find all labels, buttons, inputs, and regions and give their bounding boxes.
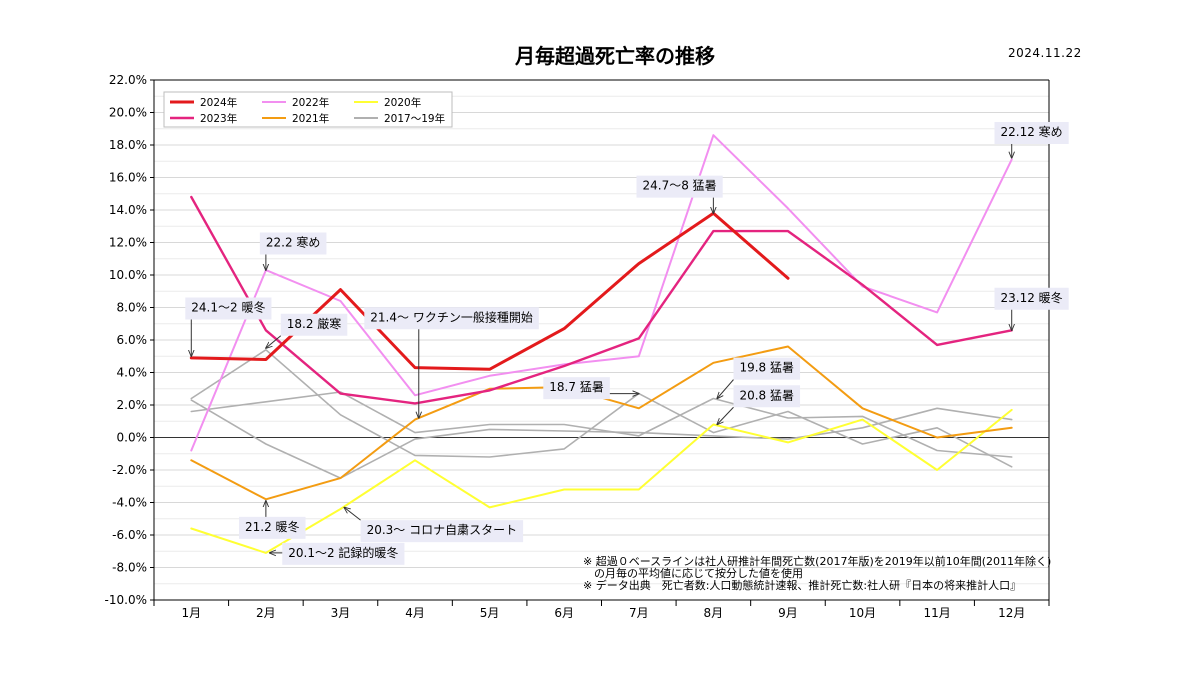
annotation-box: [259, 232, 327, 255]
x-tick-label: 1月: [181, 606, 201, 620]
annotation-arrow: [344, 507, 361, 521]
annotation-box: [364, 307, 539, 330]
y-tick-label: -4.0%: [112, 496, 147, 510]
legend-label: 2023年: [200, 112, 237, 125]
y-tick-label: 20.0%: [109, 106, 147, 120]
annotation-label: 24.7〜8 猛暑: [643, 179, 717, 193]
y-tick-label: 12.0%: [109, 236, 147, 250]
x-tick-label: 11月: [923, 606, 950, 620]
annotation-arrow: [717, 379, 734, 399]
y-tick-label: 14.0%: [109, 203, 147, 217]
legend-label: 2017〜19年: [384, 112, 445, 125]
x-tick-label: 10月: [849, 606, 876, 620]
x-tick-label: 5月: [480, 606, 500, 620]
annotation-box: [185, 297, 272, 320]
annotation-label: 20.3〜 コロナ自粛スタート: [367, 523, 518, 537]
series-line-extra-7: [190, 348, 1013, 468]
x-tick-label: 7月: [629, 606, 649, 620]
x-tick-label: 4月: [405, 606, 425, 620]
x-tick-label: 3月: [331, 606, 351, 620]
y-tick-label: 8.0%: [117, 301, 148, 315]
annotation-label: 23.12 暖冬: [1001, 290, 1063, 305]
annotation-label: 24.1〜2 暖冬: [191, 300, 265, 315]
annotation-label: 20.8 猛暑: [739, 388, 794, 402]
series-line-2023年: [190, 195, 1013, 405]
footnote-line: ※ 超過０ベースラインは社人研推計年間死亡数(2017年版)を2019年以前10…: [583, 554, 1051, 568]
series-line-2021年: [190, 345, 1013, 501]
x-tick-label: 2月: [256, 606, 276, 620]
series-line-2017〜19年: [190, 399, 1013, 479]
footnote-line: ※ データ出典 死亡者数:人口動態統計速報、推計死亡数:社人研『日本の将来推計人…: [583, 578, 1021, 592]
legend-box: [163, 91, 453, 128]
y-tick-label: 6.0%: [117, 333, 148, 347]
x-tick-label: 6月: [554, 606, 574, 620]
y-tick-label: 16.0%: [109, 171, 147, 185]
y-tick-label: 0.0%: [117, 431, 148, 445]
y-tick-label: 10.0%: [109, 268, 147, 282]
y-tick-label: -2.0%: [112, 463, 147, 477]
annotation-label: 18.7 猛暑: [549, 380, 604, 394]
y-tick-label: -8.0%: [112, 561, 147, 575]
annotation-label: 21.4〜 ワクチン一般接種開始: [370, 309, 533, 324]
legend-label: 2024年: [200, 96, 237, 109]
y-tick-label: 18.0%: [109, 138, 147, 152]
annotation-box: [636, 175, 723, 198]
x-tick-label: 8月: [704, 606, 724, 620]
annotation-box: [733, 385, 801, 408]
annotation-label: 19.8 猛暑: [739, 361, 794, 375]
legend-label: 2022年: [292, 96, 329, 109]
x-tick-label: 9月: [778, 606, 798, 620]
series-line-2022年: [190, 134, 1013, 452]
footnote-line: の月毎の平均値に応じて按分した値を使用: [583, 566, 803, 580]
annotation-box: [360, 520, 524, 543]
y-tick-label: 22.0%: [109, 73, 147, 87]
annotation-arrow: [266, 335, 282, 348]
series-line-2020年: [190, 408, 1013, 554]
annotation-box: [733, 357, 801, 380]
annotation-label: 20.1〜2 記録的暖冬: [288, 545, 398, 560]
series-line-2024年: [189, 211, 790, 371]
chart-date: 2024.11.22: [1008, 46, 1082, 60]
annotation-box: [994, 287, 1069, 310]
annotation-label: 18.2 厳寒: [287, 316, 342, 331]
annotation-label: 22.12 寒め: [1001, 124, 1063, 139]
annotation-label: 21.2 暖冬: [245, 519, 300, 534]
y-tick-label: -10.0%: [105, 593, 147, 607]
annotation-box: [282, 542, 405, 565]
legend-label: 2021年: [292, 112, 329, 125]
y-tick-label: -6.0%: [112, 528, 147, 542]
series-line-extra-6: [190, 391, 1013, 458]
y-tick-label: 2.0%: [117, 398, 148, 412]
chart-title: 月毎超過死亡率の推移: [515, 44, 715, 68]
annotation-box: [280, 313, 348, 336]
legend-label: 2020年: [384, 96, 421, 109]
annotation-arrow: [717, 406, 734, 424]
annotation-label: 22.2 寒め: [266, 235, 321, 250]
x-tick-label: 12月: [998, 606, 1025, 620]
annotation-box: [994, 122, 1069, 144]
annotation-box: [543, 377, 610, 400]
y-tick-label: 4.0%: [117, 366, 148, 380]
annotation-box: [238, 516, 306, 539]
